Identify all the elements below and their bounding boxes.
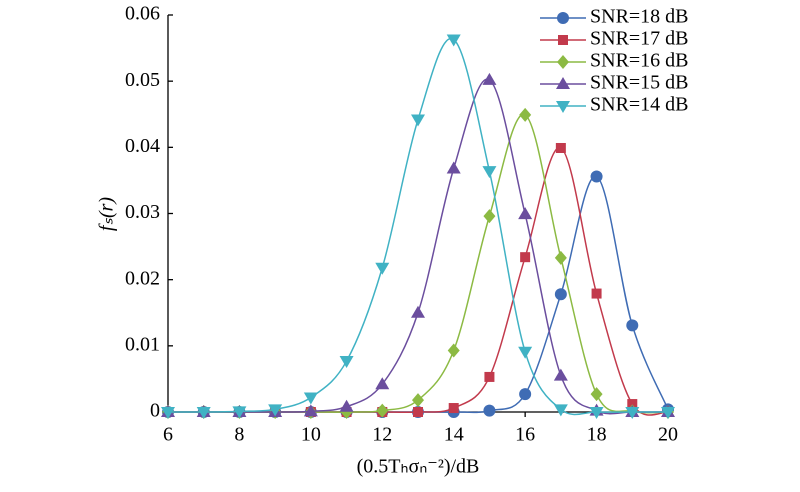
marker <box>484 371 495 382</box>
marker <box>625 407 640 419</box>
x-axis-label: (0.5Tₕσₙ⁻²)/dB <box>357 456 480 478</box>
y-tick-label: 0.03 <box>125 201 160 223</box>
marker <box>196 407 211 419</box>
y-tick-label: 0.05 <box>125 69 160 91</box>
marker <box>483 209 496 224</box>
marker <box>553 404 568 417</box>
marker <box>555 142 566 153</box>
marker <box>339 356 354 369</box>
x-tick-label: 10 <box>301 424 321 446</box>
series-line <box>168 147 669 416</box>
marker <box>627 399 638 410</box>
marker <box>411 305 425 318</box>
marker <box>411 114 425 127</box>
marker <box>375 377 390 390</box>
marker <box>518 346 533 359</box>
marker <box>448 403 459 414</box>
marker <box>413 407 423 417</box>
y-axis-label: fₛ(r) <box>96 197 118 231</box>
marker <box>519 107 532 122</box>
marker <box>268 404 283 417</box>
marker <box>591 288 602 299</box>
marker <box>447 343 460 358</box>
legend-label: SNR=15 dB <box>590 72 689 94</box>
marker <box>557 12 569 24</box>
x-tick-label: 20 <box>658 424 678 446</box>
marker <box>446 161 461 174</box>
marker <box>412 393 424 408</box>
marker <box>376 403 389 418</box>
marker <box>483 404 496 417</box>
marker <box>661 407 675 419</box>
x-tick-label: 8 <box>234 424 244 446</box>
x-tick-label: 12 <box>372 424 392 446</box>
marker <box>161 407 175 419</box>
x-tick-label: 18 <box>587 424 607 446</box>
series-line <box>168 78 669 415</box>
y-tick-label: 0.06 <box>125 3 160 25</box>
marker <box>556 101 570 113</box>
x-tick-label: 6 <box>163 424 173 446</box>
legend-label: SNR=18 dB <box>590 6 689 28</box>
marker <box>232 406 247 419</box>
marker <box>626 319 639 332</box>
marker <box>558 35 568 45</box>
marker <box>553 368 568 381</box>
marker <box>339 399 354 412</box>
y-tick-label: 0.02 <box>125 267 160 289</box>
y-tick-label: 0 <box>150 400 160 422</box>
marker <box>556 77 570 89</box>
x-tick-label: 16 <box>515 424 535 446</box>
series-line <box>168 113 669 414</box>
legend-label: SNR=16 dB <box>590 50 689 72</box>
marker <box>482 72 497 85</box>
marker <box>519 388 532 401</box>
y-tick-label: 0.04 <box>125 135 160 157</box>
marker <box>557 55 569 69</box>
marker <box>589 407 604 419</box>
marker <box>520 252 531 263</box>
marker <box>590 170 603 183</box>
marker <box>554 288 567 301</box>
marker <box>303 404 318 417</box>
marker <box>446 34 461 47</box>
series-line <box>167 37 668 416</box>
marker <box>590 387 603 402</box>
legend-label: SNR=17 dB <box>590 28 689 50</box>
legend-label: SNR=14 dB <box>590 94 689 116</box>
marker <box>554 250 567 265</box>
marker <box>482 166 497 179</box>
marker <box>375 262 390 275</box>
x-tick-label: 14 <box>444 424 464 446</box>
y-tick-label: 0.01 <box>125 333 160 355</box>
marker <box>518 207 533 220</box>
marker <box>303 392 318 405</box>
